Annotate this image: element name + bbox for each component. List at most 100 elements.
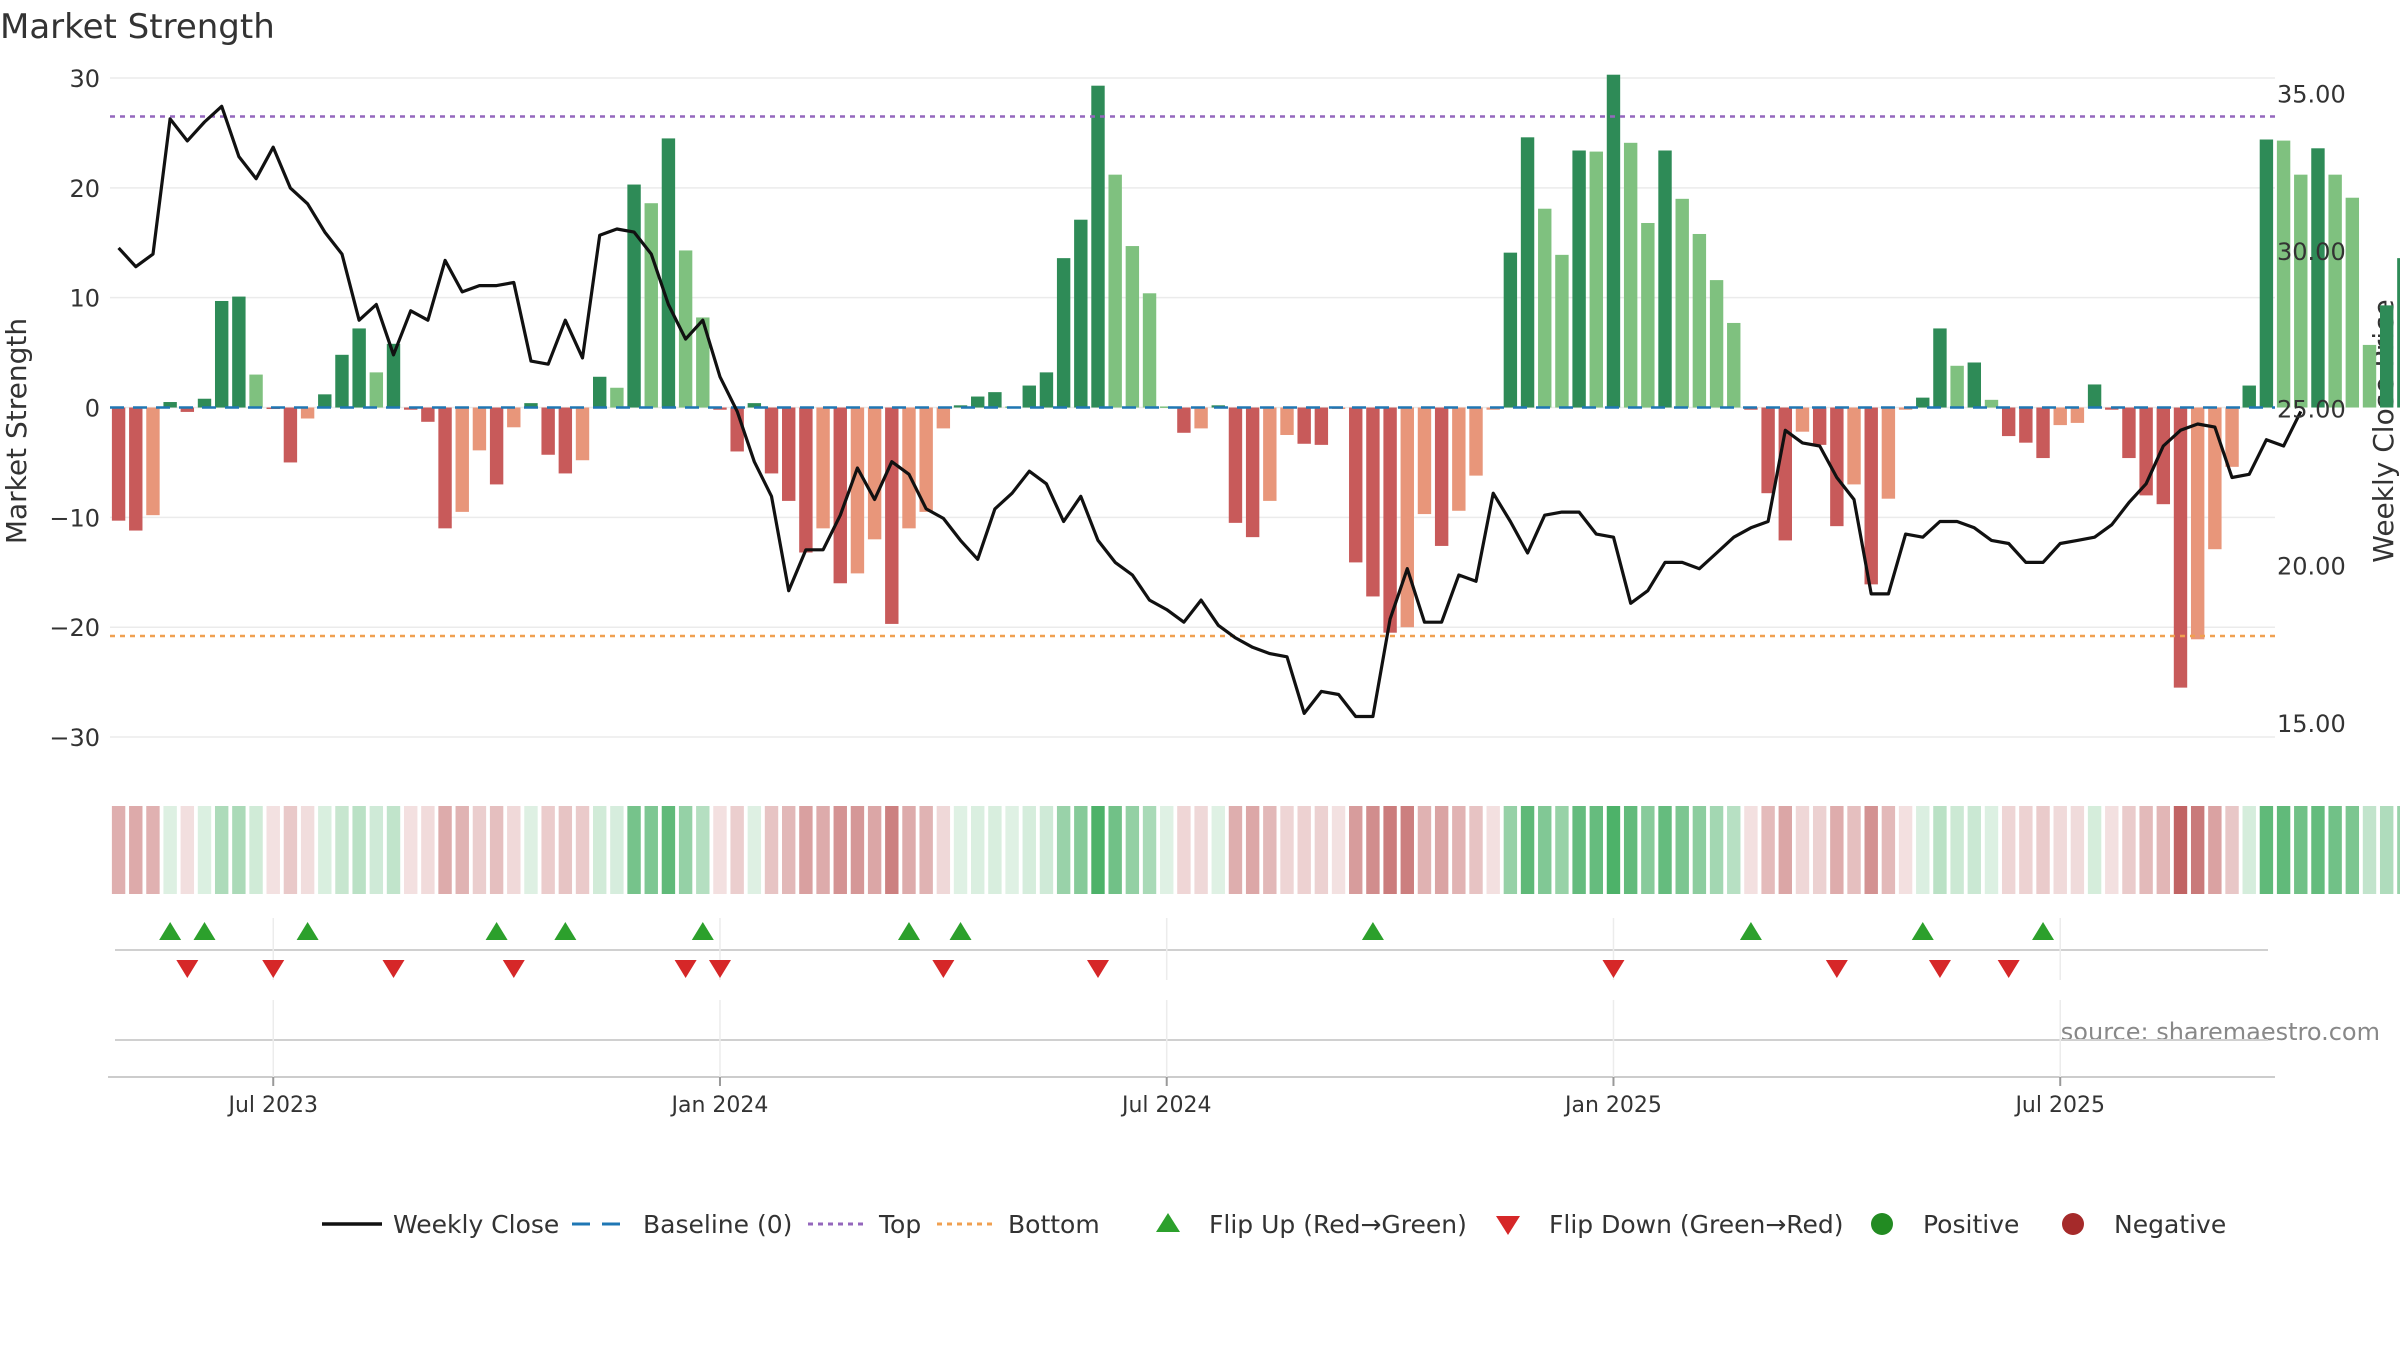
strength-bar — [489, 407, 504, 485]
heat-cell — [1314, 806, 1329, 894]
strength-bar — [386, 343, 401, 408]
strength-bar — [1984, 399, 1999, 408]
heat-cell — [1211, 806, 1225, 894]
reference-lines — [110, 115, 2275, 638]
flip-markers — [115, 918, 2268, 980]
strength-bar — [2173, 407, 2188, 688]
strength-bar — [782, 407, 796, 501]
heat-cell — [146, 806, 160, 894]
strength-bar — [524, 403, 538, 408]
heat-cell — [2379, 806, 2394, 894]
heat-cell — [1709, 806, 1724, 894]
heat-cell — [438, 806, 452, 894]
x-tick-label: Jan 2025 — [1563, 1093, 1662, 1118]
flip-down-marker — [382, 960, 405, 978]
strength-bar — [2397, 258, 2400, 408]
heat-cell — [369, 806, 384, 894]
heat-cell — [129, 806, 143, 894]
heat-cell — [627, 806, 641, 894]
strength-bar — [1658, 150, 1672, 408]
grid — [110, 77, 2275, 738]
legend-label: Top — [878, 1210, 921, 1239]
heat-cell — [644, 806, 658, 894]
strength-bar — [1538, 208, 1552, 408]
strength-bar — [1520, 137, 1535, 408]
strength-bar — [2225, 407, 2239, 467]
strength-bar — [1881, 407, 1896, 499]
heat-cell — [1572, 806, 1586, 894]
heat-cell — [1589, 806, 1603, 894]
chart-title: Market Strength — [0, 7, 275, 47]
heat-cell — [2259, 806, 2274, 894]
heat-cell — [1005, 806, 1019, 894]
y2-tick-label: 15.00 — [2277, 710, 2346, 738]
heat-cell — [1641, 806, 1655, 894]
strength-bar — [1263, 407, 1277, 501]
strength-bar — [678, 250, 693, 408]
strength-bar — [1606, 74, 1621, 408]
strength-bar — [833, 407, 847, 584]
strength-bar — [1727, 322, 1741, 408]
legend-label: Flip Down (Green→Red) — [1549, 1210, 1844, 1239]
strength-bar — [318, 394, 332, 408]
heat-cell — [2173, 806, 2188, 894]
strength-bars — [111, 74, 2400, 688]
flip-up-marker — [159, 922, 182, 940]
flip-down-marker — [1997, 960, 2020, 978]
heat-cell — [283, 806, 298, 894]
weekly-close-line — [117, 104, 2303, 719]
flip-up-marker — [554, 922, 577, 940]
strength-bar — [885, 407, 899, 624]
strength-bar — [764, 407, 779, 474]
strength-bar — [1572, 150, 1586, 408]
legend-label: Bottom — [1008, 1210, 1100, 1239]
strength-bar — [335, 354, 349, 408]
heat-cell — [885, 806, 899, 894]
heat-cell — [696, 806, 710, 894]
strength-bar — [953, 405, 968, 408]
heat-cell — [197, 806, 212, 894]
strength-bar — [610, 387, 624, 408]
strength-bar — [1194, 407, 1208, 429]
heat-cell — [541, 806, 555, 894]
strength-bar — [111, 407, 126, 521]
heat-cell — [678, 806, 693, 894]
heat-cell — [1658, 806, 1672, 894]
heat-cell — [524, 806, 538, 894]
strength-bar — [2362, 344, 2377, 408]
heat-cell — [2190, 806, 2205, 894]
strength-bar — [575, 407, 590, 461]
strength-bar — [799, 407, 813, 553]
heat-cell — [1039, 806, 1054, 894]
strength-bar — [2087, 384, 2102, 408]
heat-cell — [1761, 806, 1775, 894]
strength-bar — [129, 407, 143, 531]
heat-cell — [1812, 806, 1827, 894]
flip-up-marker — [296, 922, 319, 940]
heat-cell — [661, 806, 676, 894]
legend-swatch-circle-positive — [1871, 1213, 1893, 1235]
legend-swatch-circle-negative — [2062, 1213, 2084, 1235]
heat-cell — [2087, 806, 2102, 894]
heat-cell — [2345, 806, 2360, 894]
heat-cell — [850, 806, 865, 894]
heat-cell — [1933, 806, 1947, 894]
heat-cell — [1916, 806, 1930, 894]
heat-cell — [2156, 806, 2171, 894]
strength-bar — [1847, 407, 1861, 485]
heat-cell — [747, 806, 762, 894]
strength-bar — [1623, 142, 1638, 408]
heat-cell — [111, 806, 126, 894]
heat-cell — [1245, 806, 1260, 894]
heat-cell — [1263, 806, 1277, 894]
flip-down-marker — [1825, 960, 1848, 978]
strength-bar — [1177, 407, 1191, 433]
flip-up-marker — [897, 922, 920, 940]
strength-bar — [1641, 222, 1655, 408]
strength-bar — [2311, 148, 2325, 408]
heat-cell — [1142, 806, 1157, 894]
heat-cell — [575, 806, 590, 894]
heat-cell — [1967, 806, 1982, 894]
legend-item: Top — [808, 1210, 921, 1239]
legend-item: Flip Up (Red→Green) — [1156, 1210, 1467, 1239]
